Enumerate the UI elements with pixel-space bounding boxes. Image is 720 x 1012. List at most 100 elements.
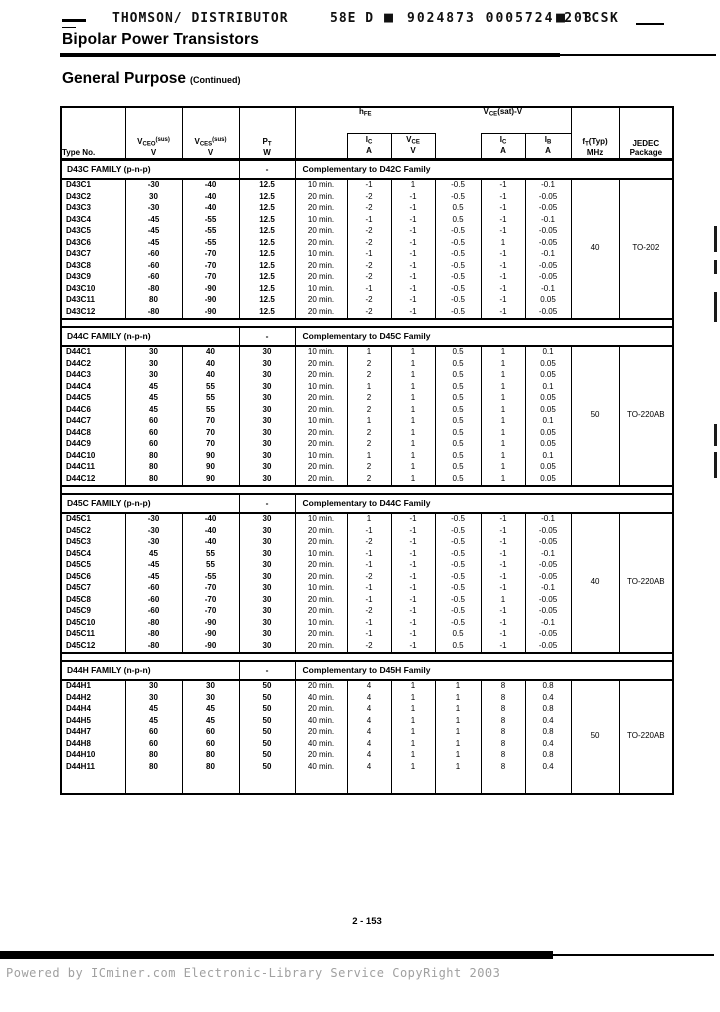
- sat-ic: 8: [480, 703, 526, 715]
- data-row: D43C4 -45 -55 12.5 10 min. -1 -1 0.5 -1 -0.1: [60, 214, 673, 226]
- type-no: D45C7: [60, 582, 126, 594]
- pt-value: 30: [238, 640, 296, 653]
- jedec-package-value: TO-202: [618, 178, 674, 319]
- data-row: D44H8 60 60 50 40 min. 4 1 1 8 0.4: [60, 738, 673, 750]
- pt-value: 30: [238, 404, 296, 416]
- hfe-min: 20 min.: [294, 404, 348, 416]
- vcesat-value: -0.5: [434, 271, 482, 283]
- vces-value: -90: [181, 294, 240, 306]
- type-no: D43C12: [60, 306, 126, 319]
- hfe-min: 20 min.: [294, 473, 348, 486]
- data-row: D45C12 -80 -90 30 20 min. -2 -1 0.5 -1 -0.05: [60, 640, 673, 653]
- type-no: D44C7: [60, 415, 126, 427]
- data-row: D43C11 80 -90 12.5 20 min. -2 -1 -0.5 -1 0.05: [60, 294, 673, 306]
- vcesat-value: 1: [434, 715, 482, 727]
- footer-bar-thin: [553, 954, 714, 956]
- section-gap-cell: [61, 317, 674, 327]
- type-no: D43C1: [60, 178, 126, 191]
- filler-cell: [346, 772, 392, 794]
- pt-value: 12.5: [238, 191, 296, 203]
- sat-ib: 0.1: [524, 450, 572, 462]
- vcesat-value: -0.5: [434, 617, 482, 629]
- vces-value: -90: [181, 640, 240, 653]
- vces-value: 70: [181, 427, 240, 439]
- vceo-value: 80: [124, 294, 183, 306]
- hfe-ic: -2: [346, 191, 392, 203]
- pt-value: 30: [238, 617, 296, 629]
- vces-value: 40: [181, 358, 240, 370]
- type-no: D44C4: [60, 381, 126, 393]
- sat-ib: 0.4: [524, 738, 572, 750]
- family-header-row: D43C FAMILY (p-n-p) - Complementary to D42…: [60, 158, 674, 180]
- type-no: D44H5: [60, 715, 126, 727]
- sat-ic: 8: [480, 761, 526, 773]
- vceo-value: -60: [124, 260, 183, 272]
- hfe-vce: -1: [390, 640, 436, 653]
- type-no: D44C11: [60, 461, 126, 473]
- sat-ic: -1: [480, 248, 526, 260]
- type-no: D45C4: [60, 548, 126, 560]
- hfe-ic: 2: [346, 358, 392, 370]
- hfe-ic: 1: [346, 450, 392, 462]
- sat-ib: 0.4: [524, 692, 572, 704]
- hfe-ic: 1: [346, 415, 392, 427]
- sat-ic: 1: [480, 237, 526, 249]
- sat-ib: -0.05: [524, 594, 572, 606]
- pt-value: 12.5: [238, 283, 296, 295]
- hfe-ic: -1: [346, 628, 392, 640]
- pt-value: 50: [238, 703, 296, 715]
- sat-ib: 0.1: [524, 415, 572, 427]
- vcesat-value: -0.5: [434, 283, 482, 295]
- vcesat-value: -0.5: [434, 605, 482, 617]
- sat-ic: 1: [480, 392, 526, 404]
- data-row: D43C8 -60 -70 12.5 20 min. -2 -1 -0.5 -1 -0.05: [60, 260, 673, 272]
- vceo-value: 60: [124, 738, 183, 750]
- hfe-vce: 1: [390, 749, 436, 761]
- vces-value: 30: [181, 679, 240, 692]
- sat-ib: -0.05: [524, 536, 572, 548]
- hfe-ic: -2: [346, 536, 392, 548]
- vceo-value: -30: [124, 512, 183, 525]
- scan-artifact: [714, 292, 717, 322]
- hfe-vce: -1: [390, 283, 436, 295]
- vceo-value: 80: [124, 761, 183, 773]
- vces-value: -40: [181, 525, 240, 537]
- data-row: D44C3 30 40 30 20 min. 2 1 0.5 1 0.05: [60, 369, 673, 381]
- sat-ib: -0.05: [524, 306, 572, 319]
- hfe-ic: 2: [346, 473, 392, 486]
- hfe-ic: -2: [346, 571, 392, 583]
- type-no: D45C2: [60, 525, 126, 537]
- type-no: D44C1: [60, 345, 126, 358]
- vcesat-value: 0.5: [434, 358, 482, 370]
- hfe-min: 20 min.: [294, 191, 348, 203]
- scan-artifact: [714, 424, 717, 446]
- vceo-value: 60: [124, 415, 183, 427]
- vces-value: 30: [181, 692, 240, 704]
- hfe-vce: 1: [390, 345, 436, 358]
- data-row: D44C6 45 55 30 20 min. 2 1 0.5 1 0.05: [60, 404, 673, 416]
- sat-ic: -1: [480, 225, 526, 237]
- scan-mark: [62, 27, 76, 28]
- table-header: Type No. VCEO(sus) V VCES(sus) V PT W hF…: [60, 106, 674, 161]
- data-row: D43C3 -30 -40 12.5 20 min. -2 -1 0.5 -1 -0.05: [60, 202, 673, 214]
- type-no: D45C9: [60, 605, 126, 617]
- vces-value: 90: [181, 450, 240, 462]
- vces-value: -55: [181, 237, 240, 249]
- hfe-vce: -1: [390, 536, 436, 548]
- sat-ib: 0.05: [524, 392, 572, 404]
- vcesat-value: 1: [434, 749, 482, 761]
- scan-artifact: [714, 226, 717, 252]
- vces-value: -55: [181, 214, 240, 226]
- vceo-value: 45: [124, 548, 183, 560]
- pt-value: 50: [238, 761, 296, 773]
- vcesat-value: -0.5: [434, 191, 482, 203]
- filler-cell: [294, 772, 348, 794]
- data-row: D44C12 80 90 30 20 min. 2 1 0.5 1 0.05: [60, 473, 673, 486]
- hfe-vce: 1: [390, 369, 436, 381]
- sat-ib: -0.1: [524, 248, 572, 260]
- type-no: D44H4: [60, 703, 126, 715]
- section-title: General Purpose: [62, 70, 187, 87]
- hfe-vce: 1: [390, 415, 436, 427]
- vceo-value: 30: [124, 345, 183, 358]
- vces-value: -70: [181, 260, 240, 272]
